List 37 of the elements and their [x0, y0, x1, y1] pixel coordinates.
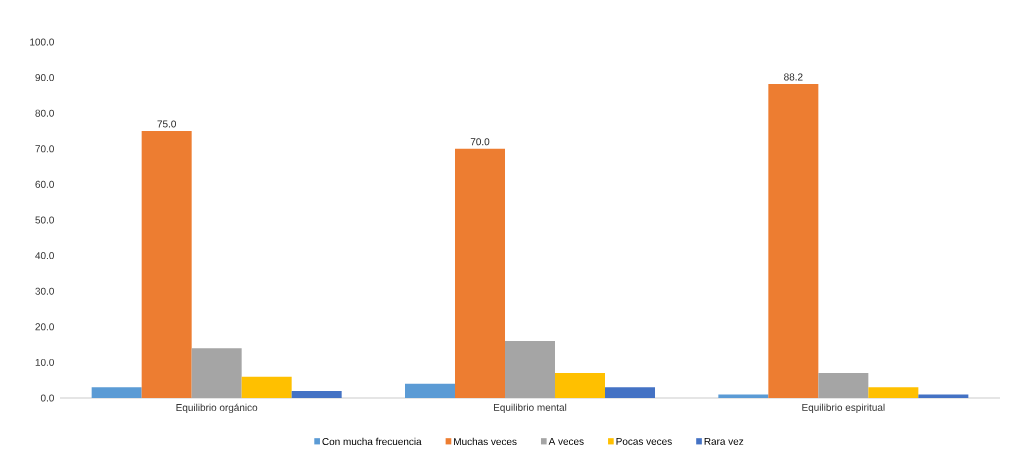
bar — [291, 390, 342, 398]
bar — [918, 394, 969, 398]
bar — [455, 148, 505, 398]
bar — [768, 84, 819, 398]
x-tick-label: Equilibrio orgánico — [176, 403, 258, 414]
y-tick-label: 10.0 — [35, 358, 54, 366]
y-tick-label: 0.0 — [40, 394, 54, 402]
bar — [405, 383, 455, 398]
y-tick-label: 30.0 — [35, 287, 54, 295]
bar — [141, 131, 192, 398]
legend-label: Con mucha frecuencia — [322, 437, 422, 446]
bar — [868, 387, 919, 398]
bar — [241, 376, 292, 398]
bar — [191, 348, 242, 398]
y-tick-label: 50.0 — [35, 216, 54, 224]
legend-label: Pocas veces — [616, 437, 672, 445]
y-tick-label: 70.0 — [35, 145, 54, 153]
y-tick-label: 20.0 — [35, 323, 54, 331]
bar — [718, 394, 769, 398]
bar — [505, 341, 555, 398]
y-tick-label: 90.0 — [35, 74, 54, 82]
data-label: 88.2 — [784, 73, 803, 81]
y-tick-label: 40.0 — [35, 252, 54, 260]
bar — [605, 387, 656, 398]
legend-label: A veces — [548, 437, 584, 445]
y-tick-label: 80.0 — [35, 109, 54, 117]
legend-label: Rara vez — [704, 437, 744, 445]
y-tick-label: 60.0 — [35, 180, 54, 188]
y-tick-label: 100.0 — [30, 38, 54, 46]
x-tick-label: Equilibrio espiritual — [802, 403, 885, 413]
data-label: 70.0 — [470, 138, 490, 146]
x-tick-label: Equilibrio mental — [493, 403, 567, 413]
bar — [818, 373, 869, 398]
bar — [91, 387, 142, 398]
bar — [555, 373, 605, 398]
data-label: 75.0 — [157, 120, 176, 128]
legend-label: Muchas veces — [454, 437, 517, 446]
